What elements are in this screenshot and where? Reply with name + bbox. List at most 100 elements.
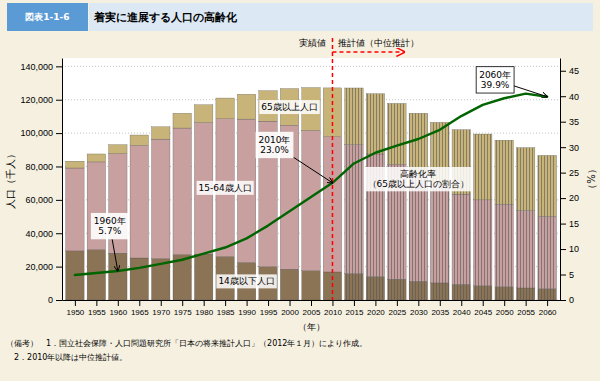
y-axis: 020,00040,00060,00080,000100,000120,0001…: [20, 59, 62, 306]
tick-mark: [56, 300, 62, 301]
title: 着実に進展する人口の高齢化: [93, 11, 238, 24]
tick-mark: [56, 200, 62, 201]
tick-mark: [311, 300, 312, 306]
note: （備考） 1．国立社会保障・人口問題研究所「日本の将来推計人口」（2012年１月…: [6, 339, 367, 348]
tick: 35: [560, 117, 579, 127]
bar: [280, 269, 298, 300]
tick: 1975: [174, 300, 192, 317]
bar: [152, 139, 170, 258]
tick-mark: [461, 300, 462, 306]
x-axis-title: （年）: [298, 322, 325, 332]
series-label-group: 高齢化率（65歳以上人口の割合）: [366, 167, 471, 191]
series-label: 高齢化率（65歳以上人口の割合）: [368, 169, 469, 189]
bar: [388, 103, 406, 164]
tick-mark: [560, 173, 566, 174]
series-label-box: [216, 274, 276, 288]
tick-mark: [354, 300, 355, 306]
tick-mark: [204, 300, 205, 306]
tick-label: 25: [569, 168, 579, 178]
annotation: 1960年5.7%: [91, 213, 129, 271]
bar: [409, 281, 427, 300]
tick: 1960: [109, 300, 127, 317]
tick-mark: [56, 166, 62, 167]
tick-mark: [118, 300, 119, 306]
bar: [366, 277, 384, 300]
tick-mark: [560, 198, 566, 199]
tick-label: 1965: [131, 308, 149, 317]
tick-label: 1980: [195, 308, 213, 317]
bar: [538, 289, 556, 300]
tick: 40: [560, 92, 579, 102]
tick: 1955: [88, 300, 106, 317]
bar: [345, 273, 363, 300]
annotation-text: 1960年5.7%: [94, 216, 126, 236]
tick-mark: [560, 275, 566, 276]
tick-label: 1975: [174, 308, 192, 317]
bar: [345, 88, 363, 145]
bar: [516, 148, 534, 211]
tick-mark: [96, 300, 97, 306]
tick: 1990: [238, 300, 256, 317]
tick: 45: [560, 66, 579, 76]
tick-label: 2010: [324, 308, 342, 317]
tick-mark: [332, 300, 333, 306]
tick-label: 2025: [388, 308, 406, 317]
tick: 2015: [346, 300, 364, 317]
bar: [173, 113, 191, 128]
tick-label: 80,000: [25, 162, 53, 172]
annotation: 2060年39.9%: [476, 67, 547, 97]
tick-label: 2050: [496, 308, 514, 317]
tick: 10: [560, 244, 579, 254]
split-line: [332, 38, 334, 300]
tick-mark: [268, 300, 269, 306]
tick-label: 1990: [238, 308, 256, 317]
bar: [452, 194, 470, 284]
tick-label: 2030: [410, 308, 428, 317]
series-label-group: 15-64歳人口: [197, 181, 254, 195]
bar: [538, 216, 556, 288]
tick-label: 2055: [517, 308, 535, 317]
tick-mark: [504, 300, 505, 306]
bar: [237, 94, 255, 119]
tick-label: 2040: [453, 308, 471, 317]
tick: 1950: [66, 300, 84, 317]
tick: 2050: [496, 300, 514, 317]
tick-mark: [483, 300, 484, 306]
annotation-box: [476, 67, 514, 93]
axis-line: [560, 59, 561, 301]
badge-text: 図表1-1-6: [25, 12, 69, 22]
tick-mark: [139, 300, 140, 306]
tick: 2005: [303, 300, 321, 317]
bar: [302, 271, 320, 300]
x-axis: 1950195519601965197019751980198519901995…: [63, 300, 561, 317]
y2-axis: 051015202530354045: [560, 59, 579, 306]
tick: 0: [48, 295, 62, 305]
badge-box: [7, 3, 88, 31]
bar: [516, 211, 534, 288]
tick: 30: [560, 143, 579, 153]
tick-label: 1960: [109, 308, 127, 317]
tick: 2020: [367, 300, 385, 317]
bar: [495, 204, 513, 287]
tick: 25: [560, 168, 579, 178]
tick: 1995: [260, 300, 278, 317]
tick-label: 60,000: [25, 195, 53, 205]
tick: 2035: [431, 300, 449, 317]
tick-label: 2015: [346, 308, 364, 317]
tick: 20,000: [25, 262, 62, 272]
bar: [409, 113, 427, 174]
tick-label: 45: [569, 66, 579, 76]
bar: [109, 253, 127, 300]
tick-label: 120,000: [20, 95, 53, 105]
tick: 60,000: [25, 195, 62, 205]
annotation-arrow: [514, 86, 547, 97]
tick-label: 0: [48, 295, 53, 305]
tick: 2025: [388, 300, 406, 317]
series-label-box: [197, 181, 254, 195]
tick-label: 40: [569, 92, 579, 102]
tick-mark: [56, 133, 62, 134]
series-label-group: 65歳以上人口: [259, 100, 319, 114]
tick: 120,000: [20, 95, 62, 105]
chart: 図表1-1-6着実に進展する人口の高齢化実績値推計値（中位推計）19501955…: [0, 0, 600, 381]
series-labels: 14歳以下人口15-64歳人口65歳以上人口高齢化率（65歳以上人口の割合）: [197, 100, 471, 288]
